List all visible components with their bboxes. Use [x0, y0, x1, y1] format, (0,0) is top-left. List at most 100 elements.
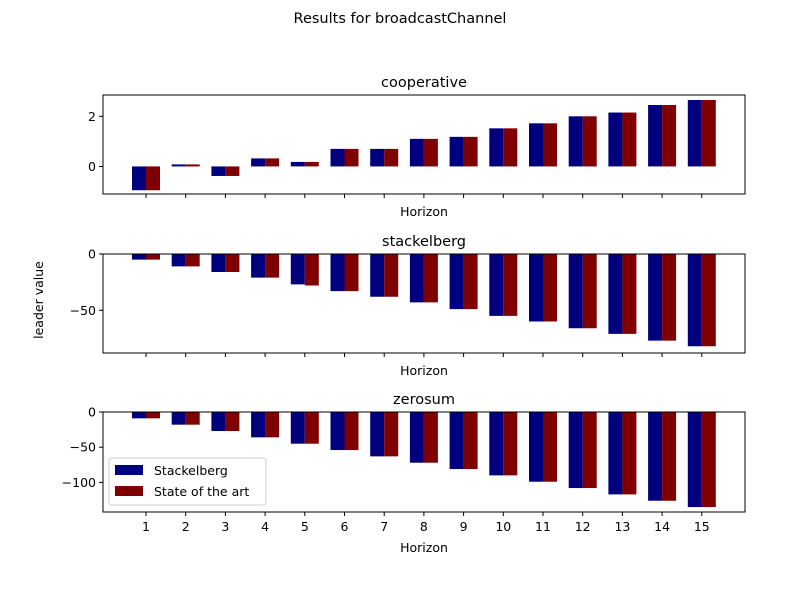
x-tick-label-zerosum-7: 7	[380, 519, 388, 534]
x-axis-label-stackelberg: Horizon	[400, 363, 448, 378]
bar-zerosum-state-of-the-art-5	[304, 412, 319, 444]
bar-zerosum-stackelberg-12	[568, 412, 583, 489]
bar-zerosum-stackelberg-4	[251, 412, 266, 438]
bar-stackelberg-state-of-the-art-2	[185, 254, 200, 267]
x-tick-label-zerosum-1: 1	[142, 519, 150, 534]
bar-cooperative-stackelberg-8	[409, 138, 424, 167]
bar-stackelberg-stackelberg-2	[171, 254, 186, 267]
bar-cooperative-stackelberg-5	[290, 161, 305, 167]
x-tick-label-zerosum-11: 11	[535, 519, 551, 534]
bar-zerosum-stackelberg-3	[211, 412, 226, 432]
legend: Stackelberg State of the art	[108, 457, 267, 506]
bar-cooperative-state-of-the-art-5	[304, 161, 319, 167]
x-tick-label-zerosum-10: 10	[495, 519, 511, 534]
x-axis-label-cooperative: Horizon	[400, 204, 448, 219]
bar-cooperative-state-of-the-art-13	[622, 112, 637, 167]
bar-stackelberg-state-of-the-art-3	[225, 254, 240, 272]
bar-cooperative-state-of-the-art-14	[662, 105, 677, 167]
bar-zerosum-state-of-the-art-14	[662, 412, 677, 501]
legend-label-state-of-the-art: State of the art	[154, 484, 249, 499]
bar-cooperative-stackelberg-12	[568, 116, 583, 167]
bar-stackelberg-state-of-the-art-15	[701, 254, 716, 347]
bar-zerosum-stackelberg-13	[608, 412, 623, 495]
bar-zerosum-stackelberg-5	[290, 412, 305, 444]
bar-stackelberg-stackelberg-6	[330, 254, 345, 292]
bar-cooperative-state-of-the-art-9	[463, 136, 478, 167]
shared-y-axis-label: leader value	[31, 261, 46, 339]
bar-cooperative-stackelberg-14	[648, 105, 663, 167]
bar-stackelberg-state-of-the-art-10	[503, 254, 518, 316]
y-tick-label-cooperative-2: 2	[88, 109, 96, 124]
bar-stackelberg-state-of-the-art-5	[304, 254, 319, 286]
bar-cooperative-stackelberg-2	[171, 164, 186, 167]
bar-cooperative-stackelberg-15	[687, 100, 702, 167]
y-tick-label-cooperative-0: 0	[88, 159, 96, 174]
bar-zerosum-stackelberg-6	[330, 412, 345, 451]
bar-zerosum-stackelberg-7	[370, 412, 385, 457]
bar-stackelberg-stackelberg-4	[251, 254, 266, 278]
bar-cooperative-stackelberg-7	[370, 148, 385, 167]
x-axis-label-zerosum: Horizon	[400, 540, 448, 555]
bar-stackelberg-state-of-the-art-1	[146, 254, 160, 260]
bar-stackelberg-stackelberg-5	[290, 254, 305, 285]
x-tick-label-zerosum-14: 14	[654, 519, 670, 534]
bar-stackelberg-stackelberg-7	[370, 254, 385, 297]
bar-stackelberg-state-of-the-art-6	[344, 254, 359, 292]
bar-zerosum-state-of-the-art-9	[463, 412, 478, 470]
bar-cooperative-stackelberg-6	[330, 148, 345, 167]
bar-cooperative-state-of-the-art-3	[225, 166, 240, 176]
bar-cooperative-state-of-the-art-11	[543, 123, 557, 167]
bar-zerosum-state-of-the-art-1	[146, 412, 160, 419]
bar-zerosum-state-of-the-art-4	[265, 412, 280, 438]
x-tick-label-zerosum-8: 8	[420, 519, 428, 534]
bar-zerosum-stackelberg-2	[171, 412, 186, 425]
bar-cooperative-stackelberg-13	[608, 112, 623, 167]
bar-stackelberg-state-of-the-art-8	[423, 254, 438, 303]
bar-zerosum-state-of-the-art-12	[582, 412, 597, 489]
bar-zerosum-stackelberg-10	[489, 412, 504, 476]
x-tick-label-zerosum-3: 3	[221, 519, 229, 534]
bar-zerosum-stackelberg-15	[687, 412, 702, 508]
bar-cooperative-stackelberg-11	[529, 123, 543, 167]
legend-swatch-stackelberg	[115, 465, 143, 475]
bar-cooperative-stackelberg-10	[489, 128, 504, 167]
bar-cooperative-state-of-the-art-4	[265, 158, 280, 167]
bar-cooperative-state-of-the-art-1	[146, 166, 160, 191]
x-tick-label-zerosum-6: 6	[341, 519, 349, 534]
bar-cooperative-state-of-the-art-6	[344, 148, 359, 167]
bar-zerosum-state-of-the-art-2	[185, 412, 200, 425]
bar-stackelberg-stackelberg-1	[132, 254, 146, 260]
x-tick-label-zerosum-15: 15	[694, 519, 710, 534]
bar-zerosum-state-of-the-art-13	[622, 412, 637, 495]
bar-zerosum-state-of-the-art-15	[701, 412, 716, 508]
bar-cooperative-state-of-the-art-2	[185, 164, 200, 167]
x-tick-label-zerosum-12: 12	[575, 519, 591, 534]
bar-stackelberg-state-of-the-art-14	[662, 254, 677, 341]
bar-stackelberg-state-of-the-art-9	[463, 254, 478, 310]
bar-cooperative-state-of-the-art-12	[582, 116, 597, 167]
subplot-stackelberg: stackelberg 0 −50 Horizon	[70, 234, 746, 378]
x-tick-label-zerosum-5: 5	[301, 519, 309, 534]
subplot-title-cooperative: cooperative	[381, 75, 467, 91]
y-tick-label-zerosum--50: −50	[70, 440, 96, 455]
bar-stackelberg-state-of-the-art-11	[543, 254, 557, 322]
bar-stackelberg-stackelberg-3	[211, 254, 226, 272]
bar-zerosum-stackelberg-11	[529, 412, 543, 482]
bar-zerosum-state-of-the-art-3	[225, 412, 240, 432]
y-tick-label-stackelberg-0: 0	[88, 247, 96, 262]
bar-zerosum-state-of-the-art-8	[423, 412, 438, 463]
bar-cooperative-state-of-the-art-7	[384, 148, 399, 167]
legend-label-stackelberg: Stackelberg	[154, 463, 228, 478]
bar-stackelberg-stackelberg-15	[687, 254, 702, 347]
x-tick-label-zerosum-9: 9	[460, 519, 468, 534]
bar-stackelberg-stackelberg-12	[568, 254, 583, 329]
bar-stackelberg-state-of-the-art-13	[622, 254, 637, 334]
subplot-title-zerosum: zerosum	[393, 392, 455, 408]
bar-zerosum-stackelberg-9	[449, 412, 464, 470]
x-tick-label-zerosum-13: 13	[614, 519, 630, 534]
y-tick-label-zerosum--100: −100	[62, 475, 96, 490]
bar-zerosum-stackelberg-8	[409, 412, 424, 463]
subplot-cooperative: cooperative 0 2 Horizon	[88, 75, 746, 219]
bar-zerosum-state-of-the-art-10	[503, 412, 518, 476]
